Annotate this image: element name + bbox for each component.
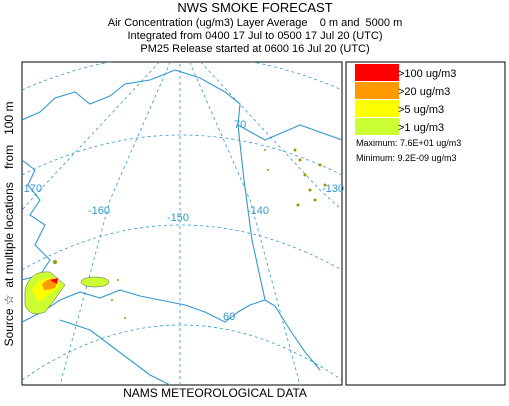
grid-label: -130	[322, 183, 344, 195]
map-frame	[21, 61, 343, 386]
parallel	[22, 224, 342, 271]
grid-label: 60	[223, 311, 235, 323]
legend: >100 ug/m3 >20 ug/m3 >5 ug/m3 >1 ug/m3	[355, 64, 456, 135]
map: -170 -160 -150 -140 -130 70 60	[20, 62, 344, 385]
parallel	[22, 134, 342, 176]
legend-swatch	[355, 82, 399, 99]
title: NWS SMOKE FORECAST	[177, 0, 332, 15]
grid-label: -140	[247, 205, 269, 217]
parallel	[22, 62, 342, 91]
grid-label: -150	[167, 212, 189, 224]
legend-label: >100 ug/m3	[398, 68, 456, 80]
legend-swatch	[355, 100, 399, 117]
grid-label: -160	[88, 205, 110, 217]
legend-label: >1 ug/m3	[398, 122, 444, 134]
meridian	[22, 62, 161, 211]
subtitle: PM25 Release started at 0600 16 Jul 20 (…	[140, 43, 369, 55]
legend-swatch	[355, 118, 399, 135]
meridian	[59, 62, 171, 385]
legend-label: >20 ug/m3	[398, 86, 450, 98]
meridian	[189, 62, 301, 385]
parallel	[22, 324, 342, 381]
side-label: Source ☆ at multiple locations from 100 …	[2, 102, 16, 347]
smoke-plume	[80, 276, 110, 288]
coastline	[59, 319, 171, 385]
coastline	[237, 124, 342, 141]
coastline	[22, 69, 321, 371]
legend-frame	[345, 61, 506, 386]
maximum: Maximum: 7.6E+01 ug/m3	[356, 138, 461, 148]
footer: NAMS METEOROLOGICAL DATA	[123, 386, 307, 400]
minimum: Minimum: 9.2E-09 ug/m3	[356, 153, 457, 163]
legend-swatch	[355, 64, 399, 81]
smoke-specks	[53, 148, 327, 319]
subtitle: Air Concentration (ug/m3) Layer Average …	[108, 17, 403, 29]
grid-label: 70	[234, 119, 246, 131]
smoke-plume	[50, 278, 58, 284]
subtitle: Integrated from 0400 17 Jul to 0500 17 J…	[128, 30, 383, 42]
coastline	[22, 159, 51, 281]
legend-label: >5 ug/m3	[398, 104, 444, 116]
grid-label: -170	[20, 183, 42, 195]
meridian	[199, 62, 342, 211]
